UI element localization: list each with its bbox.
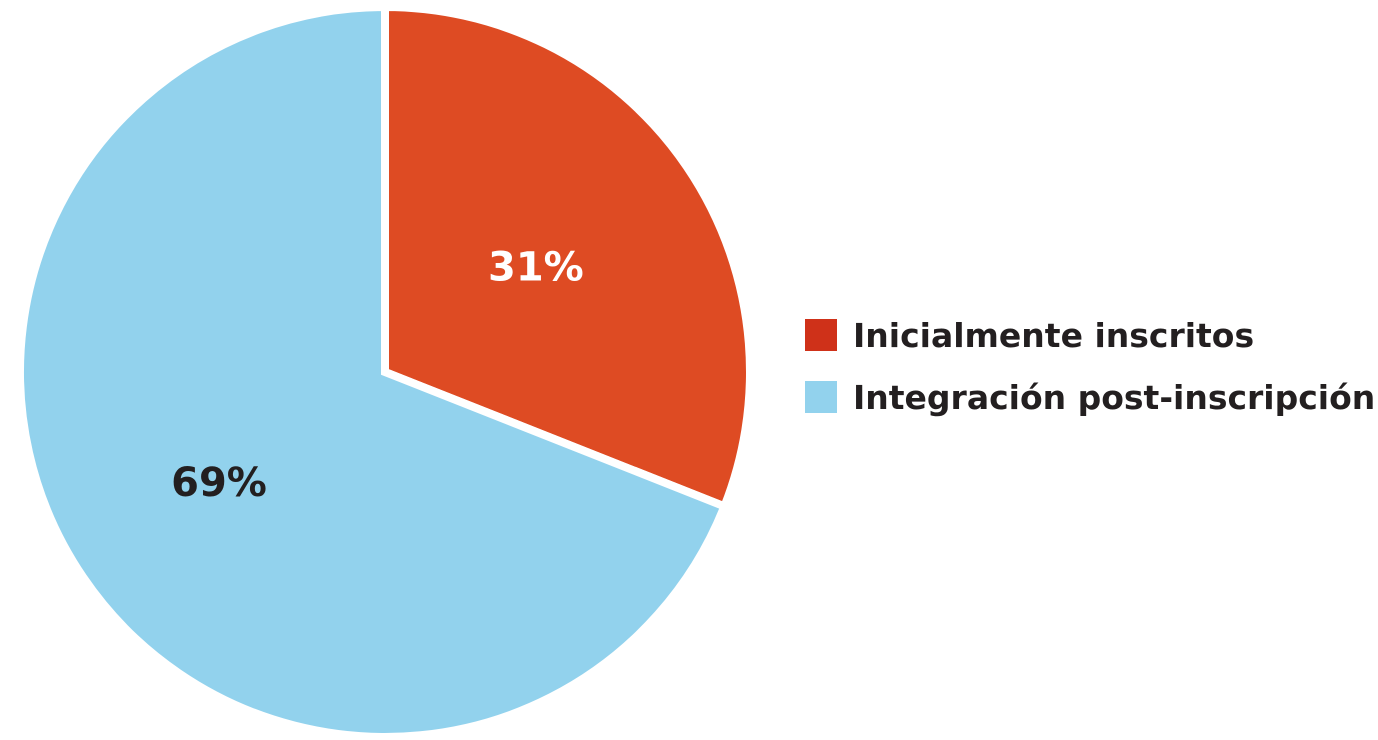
legend-item-inicialmente-inscritos: Inicialmente inscritos [805, 315, 1375, 355]
legend: Inicialmente inscritos Integración post-… [805, 315, 1375, 439]
slice-value-label: 31% [488, 244, 584, 290]
slice-value-label: 69% [171, 460, 267, 506]
pie-slice-integracion-post-inscripcion [16, 2, 730, 740]
legend-swatch [805, 319, 837, 351]
pie-slice-inicialmente-inscritos [381, 2, 754, 512]
legend-item-integracion-post-inscripcion: Integración post-inscripción [805, 377, 1375, 417]
legend-label: Inicialmente inscritos [853, 315, 1255, 355]
legend-label: Integración post-inscripción [853, 377, 1376, 417]
legend-swatch [805, 381, 837, 413]
pie-slices [16, 2, 754, 740]
pie-labels: 31% 69% [171, 244, 584, 505]
